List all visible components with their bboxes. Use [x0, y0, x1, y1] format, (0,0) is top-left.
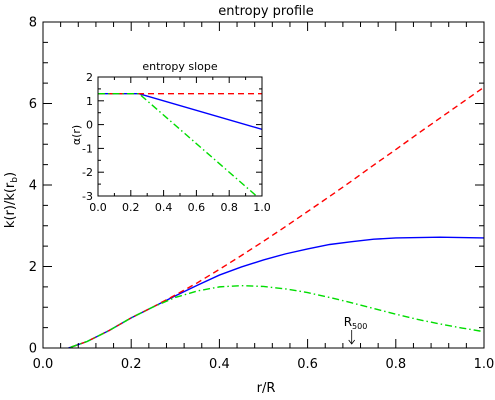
inset-y-tick-label: 2: [86, 71, 93, 84]
r500-annotation: R500: [344, 315, 368, 345]
main-y-axis-label: k(r)/k(rb): [3, 172, 20, 228]
inset-ticks: 0.0 0.2 0.4 0.6 0.8 1.0 -3 -2 -1 0 1 2: [82, 71, 271, 214]
inset-y-axis-label: α(r): [70, 125, 83, 145]
r500-arrow-head: [348, 339, 356, 345]
main-y-tick-label: 0: [29, 342, 37, 357]
main-x-axis-label: r/R: [257, 381, 276, 396]
inset-x-tick-label: 0.4: [155, 201, 173, 214]
main-y-tick-label: 2: [29, 260, 37, 275]
inset-x-tick-label: 0.6: [188, 201, 206, 214]
inset-background: [62, 57, 274, 218]
inset-x-tick-label: 0.8: [220, 201, 238, 214]
main-y-tick-label: 6: [29, 97, 37, 112]
inset-chart-title: entropy slope: [142, 60, 218, 73]
main-x-tick-label: 0.2: [121, 357, 142, 372]
inset-x-tick-label: 0.2: [122, 201, 140, 214]
main-x-tick-label: 1.0: [474, 357, 495, 372]
inset-y-tick-label: -1: [82, 142, 93, 155]
main-x-tick-label: 0.0: [33, 357, 54, 372]
inset-x-tick-label: 0.0: [89, 201, 107, 214]
r500-label: R500: [344, 315, 368, 331]
main-y-tick-label: 4: [29, 179, 37, 194]
main-chart-title: entropy profile: [218, 4, 314, 19]
main-series-dashdot-line: [66, 284, 484, 348]
main-chart: entropy profile 0.0 0.2 0.4 0.6 0.8 1.002468 …: [3, 4, 494, 396]
main-x-tick-label: 0.4: [209, 357, 230, 372]
main-y-tick-label: 8: [29, 16, 37, 31]
main-series-group: [66, 86, 484, 348]
inset-y-tick-label: -3: [82, 190, 93, 203]
main-ticks: 0.0 0.2 0.4 0.6 0.8 1.0 0 2 4 6 8: [29, 16, 495, 372]
inset-y-tick-label: -2: [82, 166, 93, 179]
main-x-tick-label: 0.6: [297, 357, 318, 372]
inset-chart: entropy slope 0.0 0.2 0.4 0.6 0.8 1.0 -3 -2 -1 0 1…: [62, 57, 274, 218]
inset-y-tick-label: 0: [86, 119, 93, 132]
main-x-tick-label: 0.8: [385, 357, 406, 372]
inset-y-tick-label: 1: [86, 95, 93, 108]
inset-series-dashdot-line: [98, 92, 258, 196]
inset-series-group: [98, 92, 262, 196]
inset-x-tick-label: 1.0: [253, 201, 271, 214]
main-series-solid-line: [66, 236, 484, 348]
